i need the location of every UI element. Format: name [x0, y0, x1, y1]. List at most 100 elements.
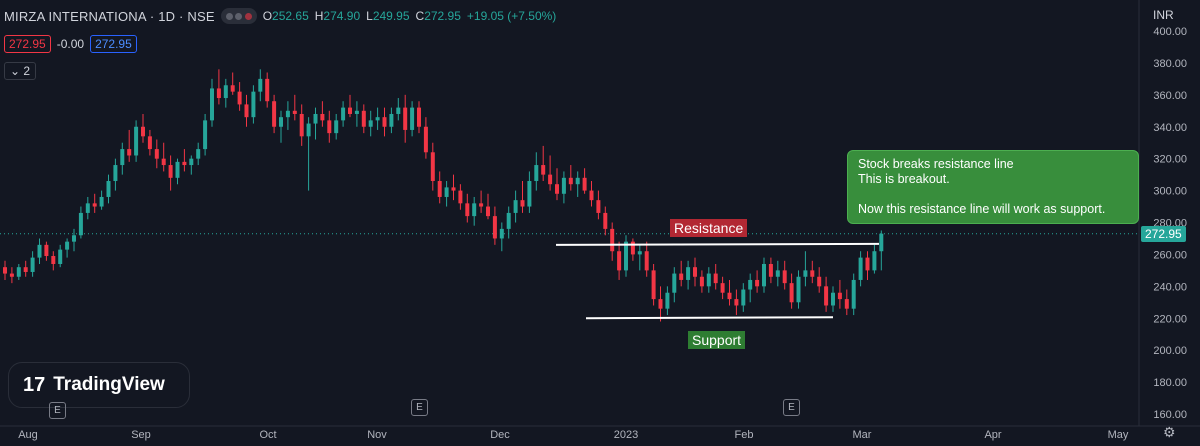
y-tick-label: 300.00 [1153, 186, 1187, 198]
candle [85, 203, 90, 213]
candle [423, 126, 428, 153]
high-value: 274.90 [323, 9, 361, 23]
status-dots-icon [220, 8, 257, 24]
candle [644, 251, 649, 271]
x-tick-label: Nov [367, 429, 387, 441]
y-tick-label: 180.00 [1153, 377, 1187, 389]
candle [575, 177, 580, 185]
candle [265, 78, 270, 102]
candle [313, 113, 318, 124]
low-value: 249.95 [372, 9, 410, 23]
open-label: O [262, 9, 273, 23]
candle [651, 270, 656, 300]
resistance-label[interactable]: Resistance [670, 219, 748, 237]
candle [817, 276, 822, 287]
candle [686, 267, 691, 280]
candle [327, 120, 332, 134]
candle [492, 216, 497, 239]
candle [706, 273, 711, 287]
candle [555, 184, 559, 194]
candle [582, 177, 587, 191]
candle [348, 107, 352, 114]
symbol-title[interactable]: MIRZA INTERNATIONA · 1D · NSE [4, 8, 215, 24]
candle [134, 126, 139, 156]
earnings-badge[interactable]: E [783, 399, 800, 416]
candle [9, 273, 14, 277]
low-label: L [366, 9, 373, 23]
candle [361, 110, 366, 127]
candle [272, 101, 277, 127]
candle [396, 107, 401, 114]
candle [775, 270, 780, 277]
earnings-badge[interactable]: E [49, 402, 66, 419]
candle [520, 200, 525, 207]
candle [693, 267, 697, 277]
high-label: H [314, 9, 324, 23]
candle [568, 177, 573, 185]
candle [51, 256, 56, 264]
buy-button[interactable]: 272.95 [90, 35, 137, 53]
candle [699, 276, 704, 287]
gear-icon[interactable]: ⚙ [1163, 424, 1176, 440]
candle [768, 263, 773, 277]
candle [486, 206, 490, 217]
change-value: +19.05 (+7.50%) [466, 9, 557, 23]
indicators-toggle[interactable]: ⌄ 2 [4, 62, 37, 80]
sell-button[interactable]: 272.95 [4, 35, 51, 53]
candle [720, 283, 725, 293]
candle [458, 190, 463, 204]
currency-label[interactable]: INR [1153, 8, 1174, 22]
earnings-badge[interactable]: E [411, 399, 428, 416]
candle [334, 120, 339, 134]
candle [161, 158, 166, 166]
candle [561, 177, 566, 194]
y-tick-label: 220.00 [1153, 313, 1187, 325]
candle [672, 273, 677, 293]
candle [596, 200, 601, 213]
candle [196, 149, 201, 159]
candle [251, 91, 256, 118]
candle [341, 107, 346, 121]
candle [872, 251, 877, 271]
x-tick-label: Dec [490, 429, 510, 441]
resistance-line [555, 242, 880, 246]
candle [389, 113, 394, 127]
open-value: 252.65 [272, 9, 309, 23]
candle [603, 212, 608, 229]
candle [16, 267, 21, 277]
candle [617, 251, 622, 271]
x-tick-label: Sep [131, 429, 151, 441]
candle [154, 149, 159, 159]
candle [479, 203, 484, 207]
candle [796, 276, 801, 303]
candle [430, 152, 435, 182]
support-label[interactable]: Support [688, 331, 746, 349]
breakout-callout[interactable]: Stock breaks resistance line This is bre… [847, 150, 1139, 224]
candle [437, 181, 442, 197]
candle [354, 110, 359, 114]
candle [147, 136, 152, 150]
candle [727, 292, 732, 300]
candle [444, 187, 449, 197]
candle [3, 267, 7, 274]
candle [320, 113, 325, 121]
callout-line: This is breakout. [858, 172, 950, 186]
candle [141, 126, 145, 137]
trade-row: 272.95 -0.00 272.95 [4, 35, 137, 53]
candle [285, 110, 290, 118]
candle [824, 286, 829, 306]
candle [417, 107, 421, 127]
candle [879, 233, 884, 252]
candle [534, 165, 539, 182]
candle [244, 104, 249, 118]
candle [410, 107, 415, 130]
tradingview-logo[interactable]: 17 TradingView [8, 362, 190, 408]
candle [23, 267, 28, 272]
candle [665, 292, 670, 309]
candle [541, 165, 546, 175]
candle [37, 244, 42, 258]
candle [92, 203, 97, 207]
y-tick-label: 380.00 [1153, 58, 1187, 70]
